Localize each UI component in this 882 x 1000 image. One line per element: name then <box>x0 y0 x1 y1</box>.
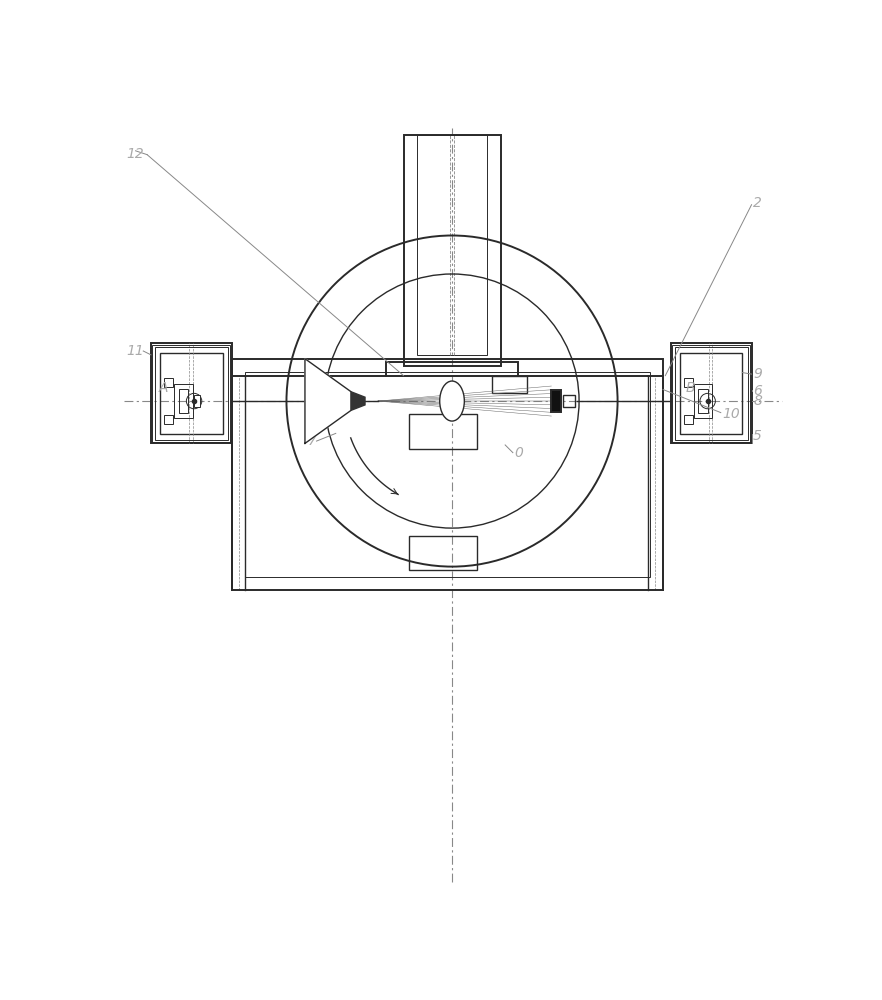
Bar <box>684 378 693 387</box>
Bar <box>155 347 228 440</box>
Polygon shape <box>351 392 365 410</box>
Bar <box>684 415 693 424</box>
Bar <box>670 343 751 443</box>
Bar <box>164 378 173 387</box>
Bar <box>699 389 707 413</box>
Text: 11: 11 <box>126 344 144 358</box>
Ellipse shape <box>440 381 464 421</box>
Bar <box>675 347 748 440</box>
Text: B: B <box>686 381 696 395</box>
Text: 0: 0 <box>514 446 523 460</box>
Text: 2: 2 <box>753 196 762 210</box>
Text: 8: 8 <box>753 394 762 408</box>
Bar <box>164 415 173 424</box>
Text: 5: 5 <box>753 429 762 443</box>
Text: 6: 6 <box>753 384 762 398</box>
Text: 12: 12 <box>126 147 144 161</box>
Bar <box>151 343 232 443</box>
Bar <box>492 376 527 393</box>
Bar <box>194 395 200 407</box>
Bar <box>403 135 500 366</box>
Bar <box>672 345 750 442</box>
Text: 7: 7 <box>307 434 316 448</box>
Bar <box>694 384 713 418</box>
Bar <box>416 135 488 355</box>
Bar <box>245 372 650 577</box>
Bar <box>563 395 575 407</box>
Bar <box>174 384 192 418</box>
Bar <box>385 362 519 376</box>
Bar <box>409 414 476 449</box>
Bar <box>179 389 188 413</box>
Text: 9: 9 <box>753 367 762 381</box>
Text: 10: 10 <box>722 407 740 421</box>
Bar <box>551 390 561 412</box>
Bar <box>161 353 222 434</box>
Bar <box>680 353 743 434</box>
Polygon shape <box>305 359 351 443</box>
Bar <box>232 359 663 590</box>
Bar <box>153 345 230 442</box>
Bar <box>409 536 476 570</box>
Text: A: A <box>159 381 168 395</box>
